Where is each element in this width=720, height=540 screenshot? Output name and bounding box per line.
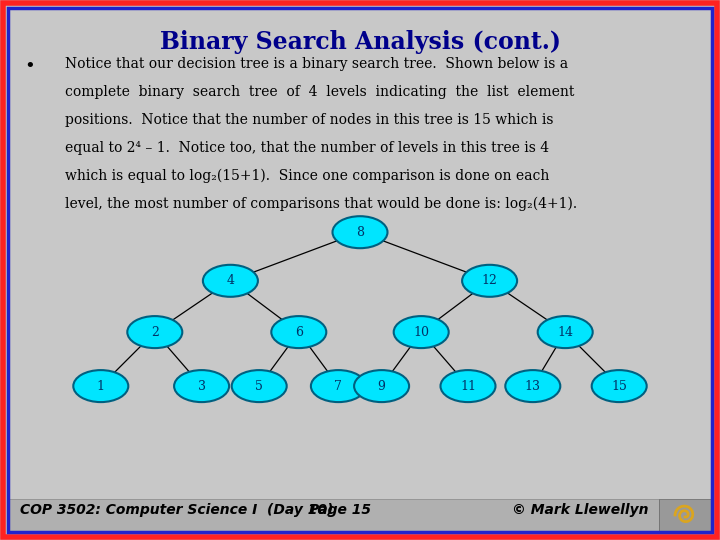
Ellipse shape <box>127 316 182 348</box>
Text: COP 3502: Computer Science I  (Day 10): COP 3502: Computer Science I (Day 10) <box>20 503 333 517</box>
Text: 7: 7 <box>335 380 342 393</box>
Text: 6: 6 <box>294 326 303 339</box>
Text: 1: 1 <box>96 380 105 393</box>
Ellipse shape <box>538 316 593 348</box>
Ellipse shape <box>354 370 409 402</box>
Text: Binary Search Analysis (cont.): Binary Search Analysis (cont.) <box>160 30 560 54</box>
Ellipse shape <box>462 265 517 297</box>
Text: 10: 10 <box>413 326 429 339</box>
FancyBboxPatch shape <box>9 499 659 531</box>
Text: 8: 8 <box>356 226 364 239</box>
Text: 3: 3 <box>197 380 206 393</box>
Ellipse shape <box>592 370 647 402</box>
Text: Page 15: Page 15 <box>309 503 371 517</box>
Ellipse shape <box>505 370 560 402</box>
Ellipse shape <box>232 370 287 402</box>
Text: 2: 2 <box>151 326 158 339</box>
Ellipse shape <box>174 370 229 402</box>
Text: 13: 13 <box>525 380 541 393</box>
Ellipse shape <box>73 370 128 402</box>
Text: complete  binary  search  tree  of  4  levels  indicating  the  list  element: complete binary search tree of 4 levels … <box>65 85 575 99</box>
Text: equal to 2⁴ – 1.  Notice too, that the number of levels in this tree is 4: equal to 2⁴ – 1. Notice too, that the nu… <box>65 141 549 155</box>
Ellipse shape <box>394 316 449 348</box>
Text: 12: 12 <box>482 274 498 287</box>
Text: 14: 14 <box>557 326 573 339</box>
Text: 5: 5 <box>256 380 263 393</box>
Text: © Mark Llewellyn: © Mark Llewellyn <box>511 503 648 517</box>
Text: positions.  Notice that the number of nodes in this tree is 15 which is: positions. Notice that the number of nod… <box>65 113 554 127</box>
Ellipse shape <box>271 316 326 348</box>
Text: which is equal to log₂(15+1).  Since one comparison is done on each: which is equal to log₂(15+1). Since one … <box>65 169 549 184</box>
Text: •: • <box>24 57 35 75</box>
Ellipse shape <box>441 370 495 402</box>
Ellipse shape <box>333 216 387 248</box>
Text: 15: 15 <box>611 380 627 393</box>
FancyBboxPatch shape <box>659 499 712 531</box>
Ellipse shape <box>203 265 258 297</box>
Ellipse shape <box>311 370 366 402</box>
Text: level, the most number of comparisons that would be done is: log₂(4+1).: level, the most number of comparisons th… <box>65 197 577 211</box>
Text: 4: 4 <box>226 274 235 287</box>
Text: 9: 9 <box>378 380 385 393</box>
Text: 11: 11 <box>460 380 476 393</box>
Text: Notice that our decision tree is a binary search tree.  Shown below is a: Notice that our decision tree is a binar… <box>65 57 568 71</box>
